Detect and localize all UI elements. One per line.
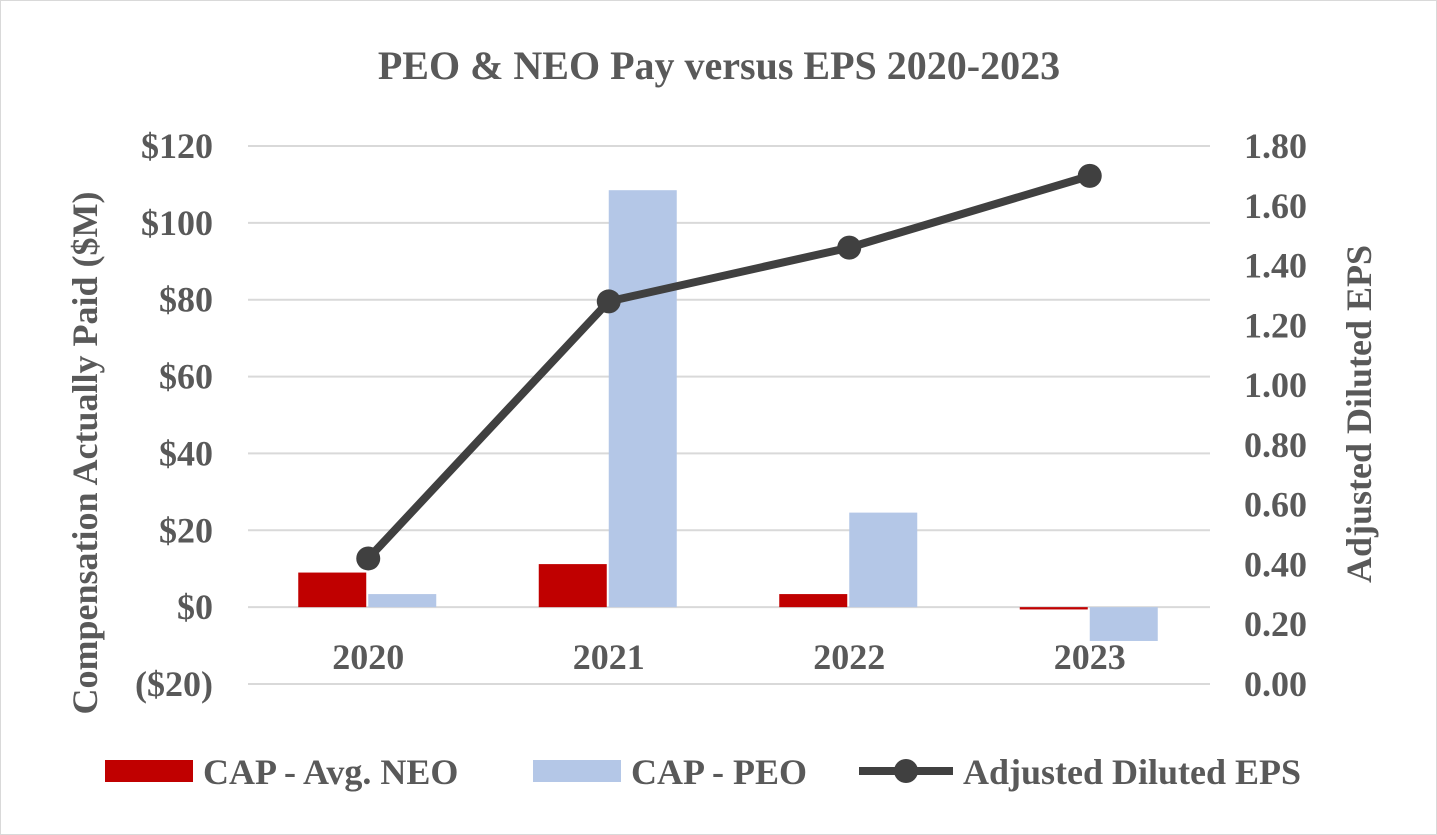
line-point-2022 — [837, 235, 862, 260]
y-tick-label: $120 — [141, 126, 213, 166]
bar-series-1-2021 — [608, 190, 677, 608]
bar-series-1-2023 — [1089, 607, 1158, 641]
legend-marker-2 — [894, 759, 918, 783]
y-tick-label: $100 — [141, 203, 213, 243]
y-tick-label: $20 — [159, 510, 213, 550]
line-point-2020 — [356, 546, 381, 571]
y-tick-label: $60 — [159, 357, 213, 397]
y2-tick-label: 0.00 — [1244, 664, 1307, 704]
y-tick-label: ($20) — [135, 664, 213, 704]
bar-series-0-2022 — [779, 594, 848, 608]
y2-tick-label: 0.80 — [1244, 425, 1307, 465]
y2-tick-label: 1.20 — [1244, 305, 1307, 345]
y2-tick-label: 0.40 — [1244, 544, 1307, 584]
category-axis: 2020 2021 2022 2023 — [332, 637, 1126, 677]
y2-tick-label: 1.00 — [1244, 365, 1307, 405]
line-point-2023 — [1077, 163, 1102, 188]
bar-series-0-2020 — [298, 572, 367, 608]
left-axis: ($20) $0 $20 $40 $60 $80 $100 $120 — [135, 126, 213, 704]
legend-label-1: CAP - PEO — [631, 752, 807, 792]
y-tick-label: $80 — [159, 280, 213, 320]
legend-label-0: CAP - Avg. NEO — [203, 752, 458, 792]
right-axis: 0.00 0.20 0.40 0.60 0.80 1.00 1.20 1.40 1.60 1.80 — [1244, 126, 1307, 704]
y-axis-title: Compensation Actually Paid ($M) — [65, 191, 105, 714]
chart-title: PEO & NEO Pay versus EPS 2020-2023 — [378, 43, 1060, 88]
y2-axis-title: Adjusted Diluted EPS — [1339, 245, 1379, 583]
y-tick-label: $40 — [159, 433, 213, 473]
bar-series-1-2022 — [849, 512, 918, 608]
legend-swatch-1 — [533, 760, 621, 782]
category-label: 2020 — [332, 637, 404, 677]
category-label: 2023 — [1054, 637, 1126, 677]
y2-tick-label: 1.80 — [1244, 126, 1307, 166]
bar-series-1-2020 — [368, 594, 437, 608]
category-label: 2022 — [813, 637, 885, 677]
y2-tick-label: 0.60 — [1244, 485, 1307, 525]
bar-series-0-2021 — [538, 564, 607, 608]
line-layer — [356, 163, 1102, 571]
bar-series-0-2023 — [1019, 607, 1088, 610]
y2-tick-label: 0.20 — [1244, 604, 1307, 644]
legend: CAP - Avg. NEO CAP - PEO Adjusted Diluted … — [105, 752, 1301, 792]
y2-tick-label: 1.60 — [1244, 186, 1307, 226]
line-series-2 — [365, 172, 1091, 562]
bar-layer — [298, 190, 1158, 641]
legend-swatch-0 — [105, 760, 193, 782]
y2-tick-label: 1.40 — [1244, 246, 1307, 286]
category-label: 2021 — [573, 637, 645, 677]
line-point-2021 — [596, 289, 621, 314]
y-tick-label: $0 — [177, 587, 213, 627]
legend-label-2: Adjusted Diluted EPS — [963, 752, 1301, 792]
